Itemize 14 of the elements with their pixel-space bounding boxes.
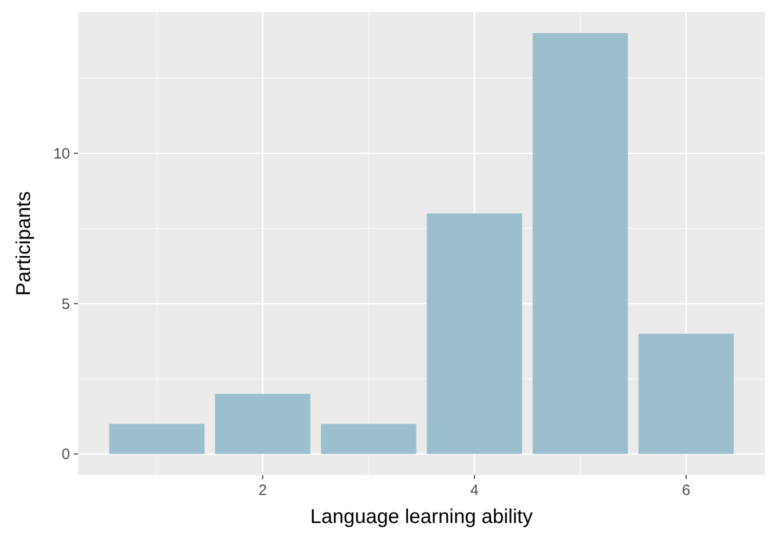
x-tick-label: 2 <box>258 482 267 499</box>
y-tick-label: 0 <box>62 446 70 464</box>
y-axis-title: Participants <box>13 191 35 296</box>
bar <box>320 424 416 454</box>
bar <box>532 33 628 454</box>
x-axis-title: Language learning ability <box>310 506 533 528</box>
x-tick-label: 6 <box>682 482 690 499</box>
y-tick-label: 10 <box>53 146 70 163</box>
bar <box>426 213 522 454</box>
x-tick-label: 4 <box>470 482 479 499</box>
y-tick-label: 5 <box>62 296 70 313</box>
bar <box>215 394 310 454</box>
bar <box>109 424 204 454</box>
bar <box>638 334 734 454</box>
